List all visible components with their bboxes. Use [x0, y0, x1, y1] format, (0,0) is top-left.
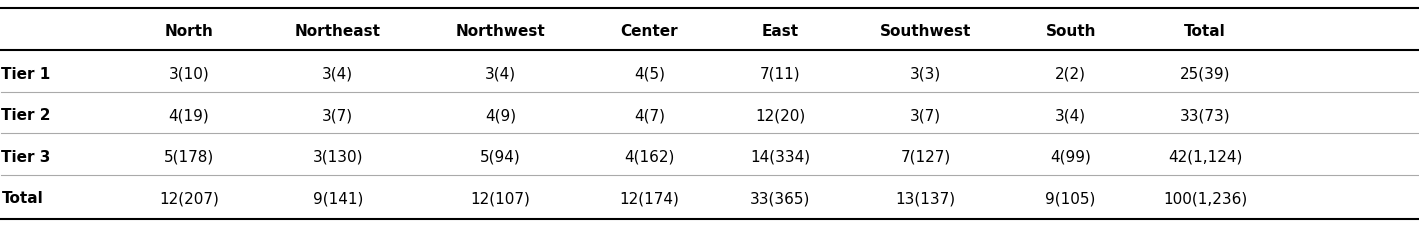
- Text: 12(20): 12(20): [755, 108, 806, 123]
- Text: 2(2): 2(2): [1056, 67, 1086, 82]
- Text: Tier 2: Tier 2: [1, 108, 51, 123]
- Text: 5(94): 5(94): [480, 150, 521, 165]
- Text: East: East: [762, 24, 799, 39]
- Text: 12(207): 12(207): [159, 191, 219, 207]
- Text: 4(5): 4(5): [634, 67, 666, 82]
- Text: 3(4): 3(4): [1056, 108, 1086, 123]
- Text: 3(7): 3(7): [322, 108, 353, 123]
- Text: 25(39): 25(39): [1181, 67, 1230, 82]
- Text: 3(3): 3(3): [910, 67, 941, 82]
- Text: Total: Total: [1, 191, 43, 207]
- Text: 5(178): 5(178): [165, 150, 214, 165]
- Text: 14(334): 14(334): [751, 150, 810, 165]
- Text: 3(4): 3(4): [485, 67, 517, 82]
- Text: 4(7): 4(7): [634, 108, 666, 123]
- Text: 3(4): 3(4): [322, 67, 353, 82]
- Text: 33(365): 33(365): [751, 191, 810, 207]
- Text: 9(141): 9(141): [312, 191, 363, 207]
- Text: 42(1,124): 42(1,124): [1168, 150, 1243, 165]
- Text: Total: Total: [1185, 24, 1226, 39]
- Text: 3(10): 3(10): [169, 67, 210, 82]
- Text: North: North: [165, 24, 213, 39]
- Text: 13(137): 13(137): [895, 191, 955, 207]
- Text: Southwest: Southwest: [880, 24, 971, 39]
- Text: 12(107): 12(107): [471, 191, 531, 207]
- Text: 9(105): 9(105): [1046, 191, 1095, 207]
- Text: 3(7): 3(7): [910, 108, 941, 123]
- Text: 100(1,236): 100(1,236): [1164, 191, 1247, 207]
- Text: 7(11): 7(11): [761, 67, 800, 82]
- Text: 3(130): 3(130): [312, 150, 363, 165]
- Text: 4(9): 4(9): [485, 108, 517, 123]
- Text: 4(99): 4(99): [1050, 150, 1091, 165]
- Text: South: South: [1046, 24, 1095, 39]
- Text: 12(174): 12(174): [619, 191, 680, 207]
- Text: 4(162): 4(162): [624, 150, 674, 165]
- Text: Northeast: Northeast: [295, 24, 380, 39]
- Text: Tier 1: Tier 1: [1, 67, 51, 82]
- Text: Northwest: Northwest: [455, 24, 545, 39]
- Text: Tier 3: Tier 3: [1, 150, 51, 165]
- Text: Center: Center: [620, 24, 678, 39]
- Text: 4(19): 4(19): [169, 108, 210, 123]
- Text: 7(127): 7(127): [900, 150, 951, 165]
- Text: 33(73): 33(73): [1179, 108, 1230, 123]
